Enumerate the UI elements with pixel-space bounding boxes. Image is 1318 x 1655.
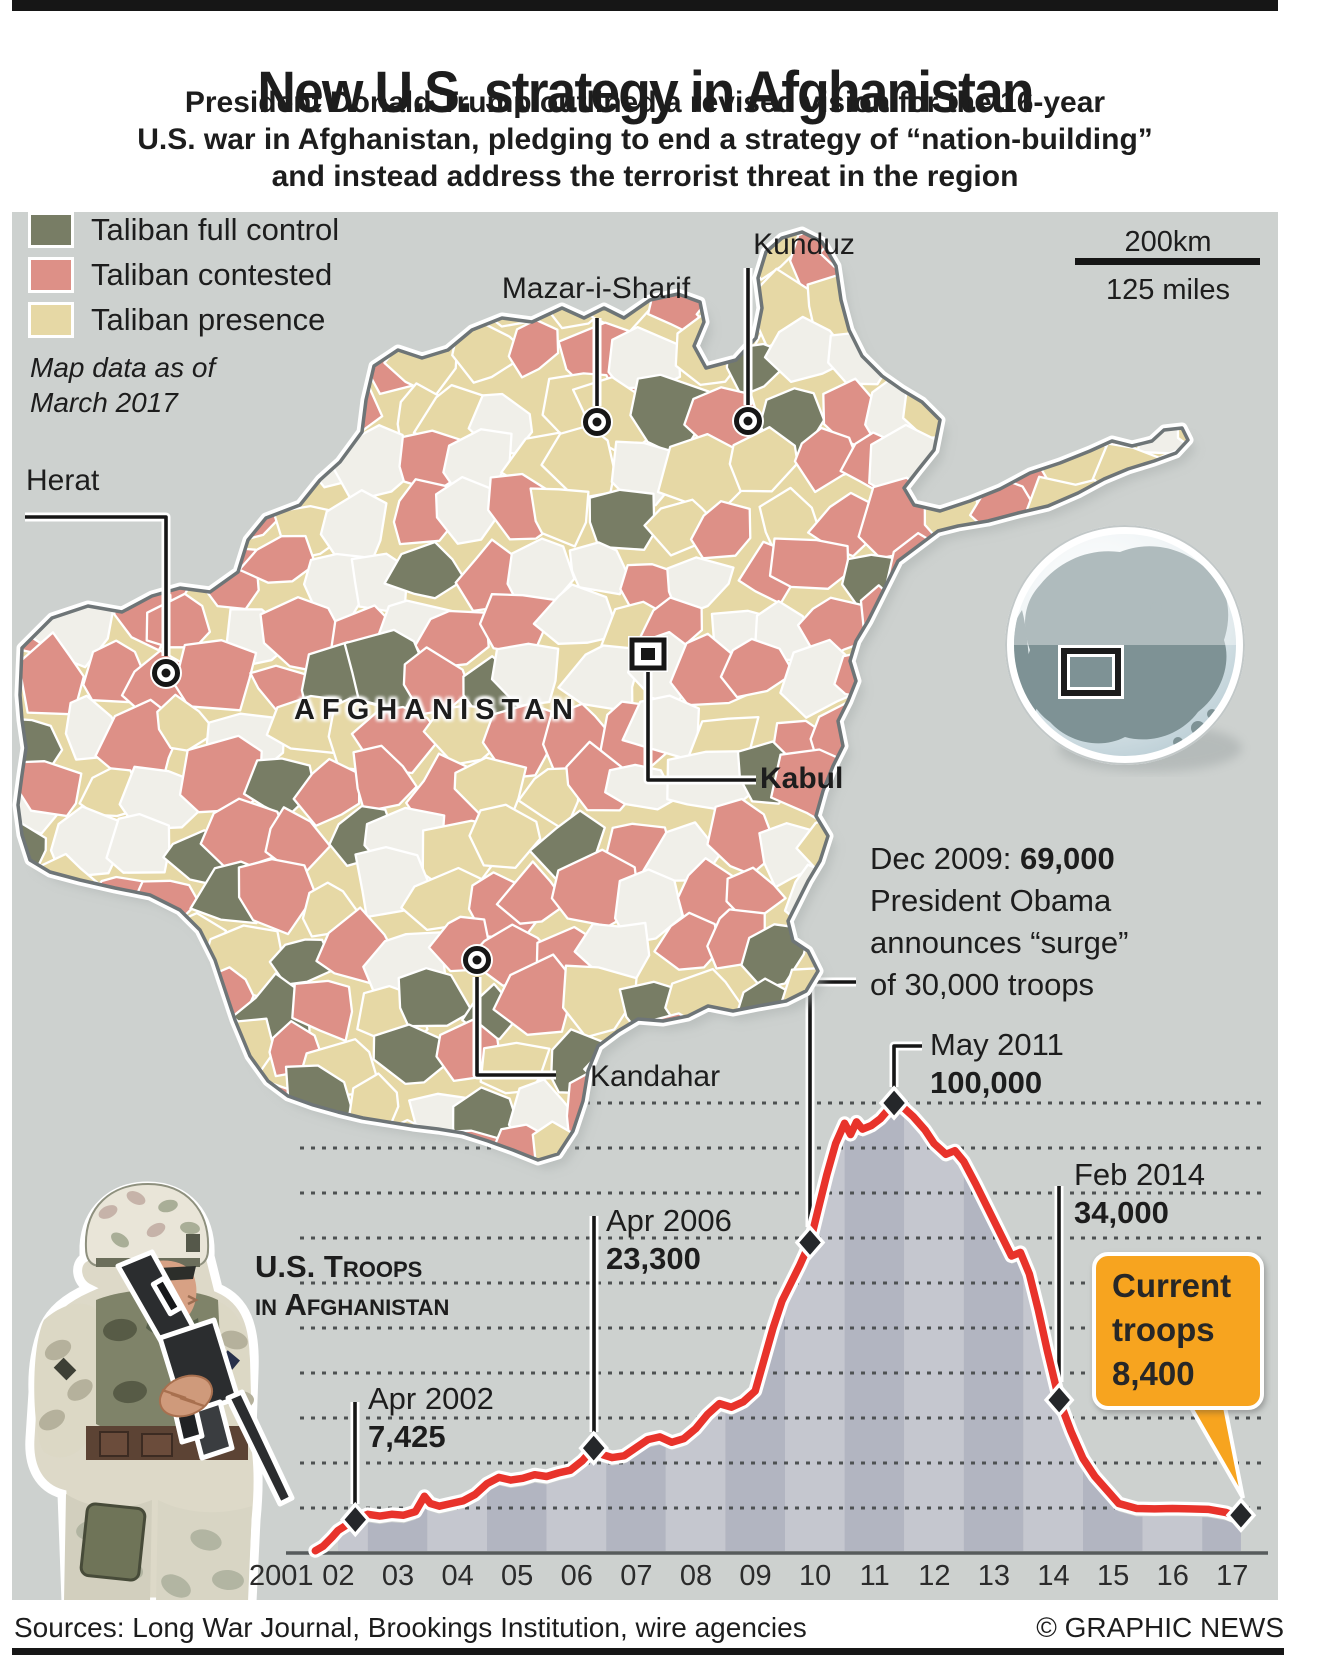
x-axis-tick: 06 — [560, 1560, 593, 1592]
annotation-value: 34,000 — [1074, 1195, 1169, 1230]
annotation-value: 100,000 — [930, 1065, 1043, 1100]
x-axis-tick: 11 — [859, 1560, 890, 1592]
subtitle: President Donald Trump outlined a revise… — [0, 84, 1290, 195]
x-axis-tick: 14 — [1037, 1560, 1070, 1592]
data-point-diamond — [339, 1501, 371, 1538]
x-axis-tick: 08 — [679, 1560, 713, 1592]
x-axis-tick: 2001 — [249, 1560, 314, 1592]
x-axis-tick: 17 — [1216, 1560, 1249, 1592]
country-label: AFGHANISTAN — [294, 694, 580, 726]
city-label-mazar: Mazar-i-Sharif — [501, 272, 691, 305]
data-point-diamond — [578, 1430, 609, 1466]
x-axis-tick: 03 — [381, 1560, 415, 1592]
map-data-note: Map data as of March 2017 — [30, 350, 215, 420]
annotation-date: Apr 2006 — [606, 1203, 732, 1238]
annotation-date: Apr 2002 — [368, 1381, 494, 1416]
data-point-diamond — [1225, 1497, 1257, 1533]
annotation-desc-line: President Obama — [870, 883, 1112, 918]
subtitle-line: President Donald Trump outlined a revise… — [184, 86, 1106, 119]
locator-globe — [1005, 525, 1245, 772]
map-note-line: March 2017 — [30, 387, 178, 418]
troops-line — [311, 1099, 1245, 1555]
credit-text: © GRAPHIC NEWS — [1036, 1612, 1284, 1643]
rifle — [115, 1249, 295, 1507]
annotation-date: May 2011 — [930, 1027, 1064, 1062]
city-label-herat: Herat — [26, 464, 100, 497]
soldier-illustration — [25, 1181, 295, 1600]
callout-line: Current — [1112, 1267, 1232, 1304]
scale-km: 200km — [1124, 226, 1212, 258]
page-title: New U.S. strategy in Afghanistan — [257, 59, 1034, 125]
annotation-desc: President Obama announces “surge” of 30,00… — [870, 880, 1129, 1006]
x-axis-tick: 15 — [1096, 1560, 1130, 1592]
chart-title-line1: U.S. Troops — [255, 1249, 423, 1284]
legend-row: Taliban presence — [28, 302, 339, 338]
legend-label: Taliban presence — [91, 302, 326, 337]
x-axis-tick: 16 — [1156, 1560, 1189, 1592]
legend-row: Taliban full control — [28, 212, 339, 248]
annotation-may2011: May 2011 100,000 — [930, 1026, 1064, 1102]
data-point-diamond — [1043, 1382, 1075, 1418]
data-point-diamond — [794, 1224, 826, 1261]
sources-text: Sources: Long War Journal, Brookings Ins… — [14, 1612, 807, 1643]
annotation-date-line: Dec 2009: 69,000 — [870, 841, 1115, 876]
x-axis-tick: 02 — [322, 1560, 355, 1592]
globe-locator-box — [1061, 648, 1121, 696]
bottom-bar — [12, 1648, 1284, 1655]
annotation-desc-line: announces “surge” — [870, 925, 1129, 960]
annotation-apr2006: Apr 2006 23,300 — [606, 1202, 732, 1278]
map-note-line: Map data as of — [30, 352, 216, 383]
city-label-kunduz: Kunduz — [753, 228, 855, 261]
subtitle-line: and instead address the terrorist threat… — [271, 160, 1019, 193]
chart-title: U.S. Troops in Afghanistan — [255, 1248, 449, 1324]
x-axis-tick: 12 — [918, 1560, 951, 1592]
legend-swatch — [28, 302, 74, 338]
scale-miles: 125 miles — [1105, 274, 1231, 306]
annotation-desc-line: of 30,000 troops — [870, 967, 1095, 1002]
annotation-apr2002: Apr 2002 7,425 — [368, 1380, 494, 1456]
data-point-diamond — [878, 1085, 910, 1121]
x-axis-tick: 04 — [441, 1560, 474, 1592]
x-axis-tick: 13 — [977, 1560, 1011, 1592]
current-troops-callout: Current troops 8,400 — [1092, 1252, 1264, 1410]
chart-title-line2: in Afghanistan — [255, 1287, 450, 1322]
city-label-kabul: Kabul — [760, 762, 844, 795]
top-bar — [12, 0, 1278, 11]
scale-bar — [1075, 258, 1260, 265]
annotation-feb2014: Feb 2014 34,000 — [1074, 1156, 1205, 1232]
legend-swatch — [28, 257, 74, 293]
legend-swatch — [28, 212, 74, 248]
callout-line: 8,400 — [1112, 1355, 1195, 1392]
callout-line: troops — [1112, 1311, 1215, 1348]
annotation-dec2009: Dec 2009: 69,000 President Obama announce… — [870, 838, 1129, 1006]
legend-row: Taliban contested — [28, 257, 339, 293]
legend-label: Taliban full control — [91, 212, 340, 247]
legend-label: Taliban contested — [91, 257, 333, 292]
city-label-kandahar: Kandahar — [590, 1060, 721, 1093]
annotation-date: Feb 2014 — [1074, 1157, 1205, 1192]
x-axis-tick: 05 — [501, 1560, 534, 1592]
annotation-value: 23,300 — [606, 1241, 701, 1276]
map-legend: Taliban full control Taliban contested T… — [28, 212, 339, 347]
x-axis-tick: 09 — [739, 1560, 772, 1592]
x-axis-ticks: 2001 02 03 04 05 06 07 08 09 10 11 12 13 14 15 16 17 — [249, 1560, 1262, 1593]
annotation-value: 7,425 — [368, 1419, 446, 1454]
x-axis-tick: 10 — [799, 1560, 832, 1592]
x-axis-tick: 07 — [620, 1560, 653, 1592]
subtitle-line: U.S. war in Afghanistan, pledging to end… — [137, 123, 1153, 156]
